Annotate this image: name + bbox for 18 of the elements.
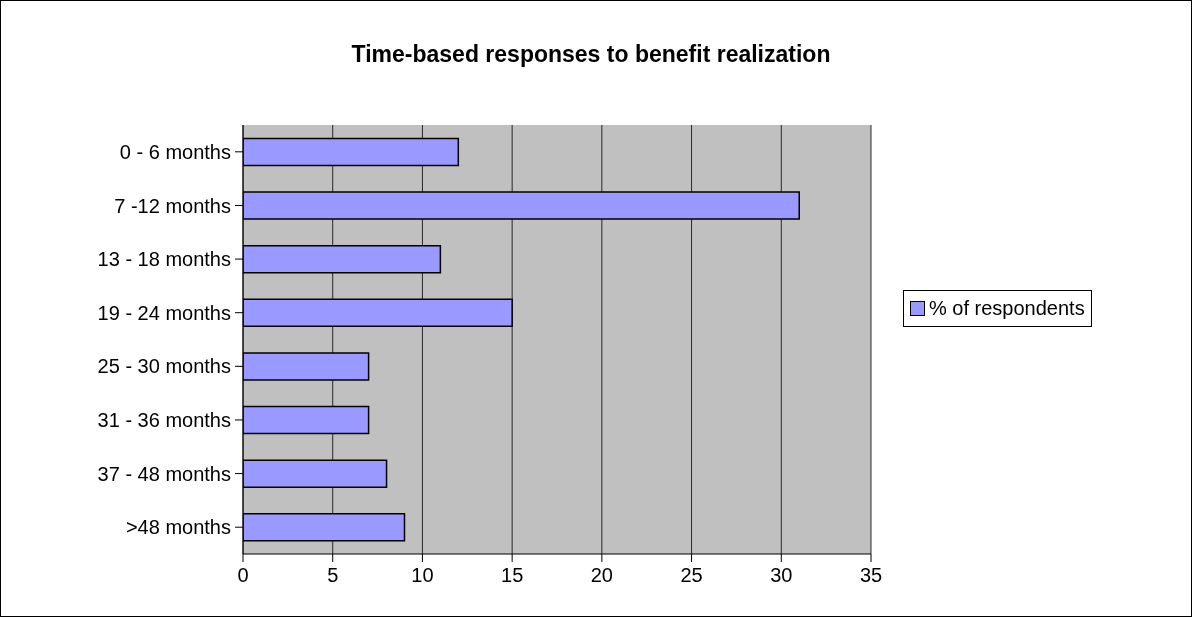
x-tick-label: 20 bbox=[590, 564, 613, 587]
y-tick-label: 0 - 6 months bbox=[119, 140, 231, 163]
x-tick-label: 30 bbox=[770, 564, 793, 587]
x-tick-label: 10 bbox=[411, 564, 434, 587]
y-tick-label: 37 - 48 months bbox=[97, 462, 231, 485]
y-tick-label: 31 - 36 months bbox=[97, 409, 231, 432]
y-tick-label: 25 - 30 months bbox=[97, 355, 231, 378]
x-tick-label: 15 bbox=[501, 564, 524, 587]
legend-label: % of respondents bbox=[929, 297, 1085, 320]
x-tick-label: 25 bbox=[680, 564, 703, 587]
y-tick-label: >48 months bbox=[125, 516, 231, 539]
y-tick-label: 7 -12 months bbox=[114, 194, 231, 217]
chart-title: Time-based responses to benefit realization bbox=[350, 41, 832, 68]
y-tick-label: 13 - 18 months bbox=[97, 248, 231, 271]
x-tick-label: 0 bbox=[237, 564, 249, 587]
y-tick-label: 19 - 24 months bbox=[97, 301, 231, 324]
x-tick-label: 5 bbox=[327, 564, 339, 587]
x-tick-label: 35 bbox=[859, 564, 883, 587]
